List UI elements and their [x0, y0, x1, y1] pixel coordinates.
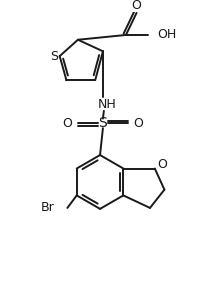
Text: OH: OH	[158, 29, 177, 41]
Text: Br: Br	[40, 202, 54, 214]
Text: O: O	[134, 117, 143, 130]
Text: O: O	[158, 158, 167, 171]
Text: O: O	[62, 117, 72, 130]
Text: NH: NH	[97, 98, 116, 111]
Text: S: S	[99, 116, 107, 130]
Text: S: S	[50, 50, 58, 63]
Text: O: O	[132, 0, 141, 12]
